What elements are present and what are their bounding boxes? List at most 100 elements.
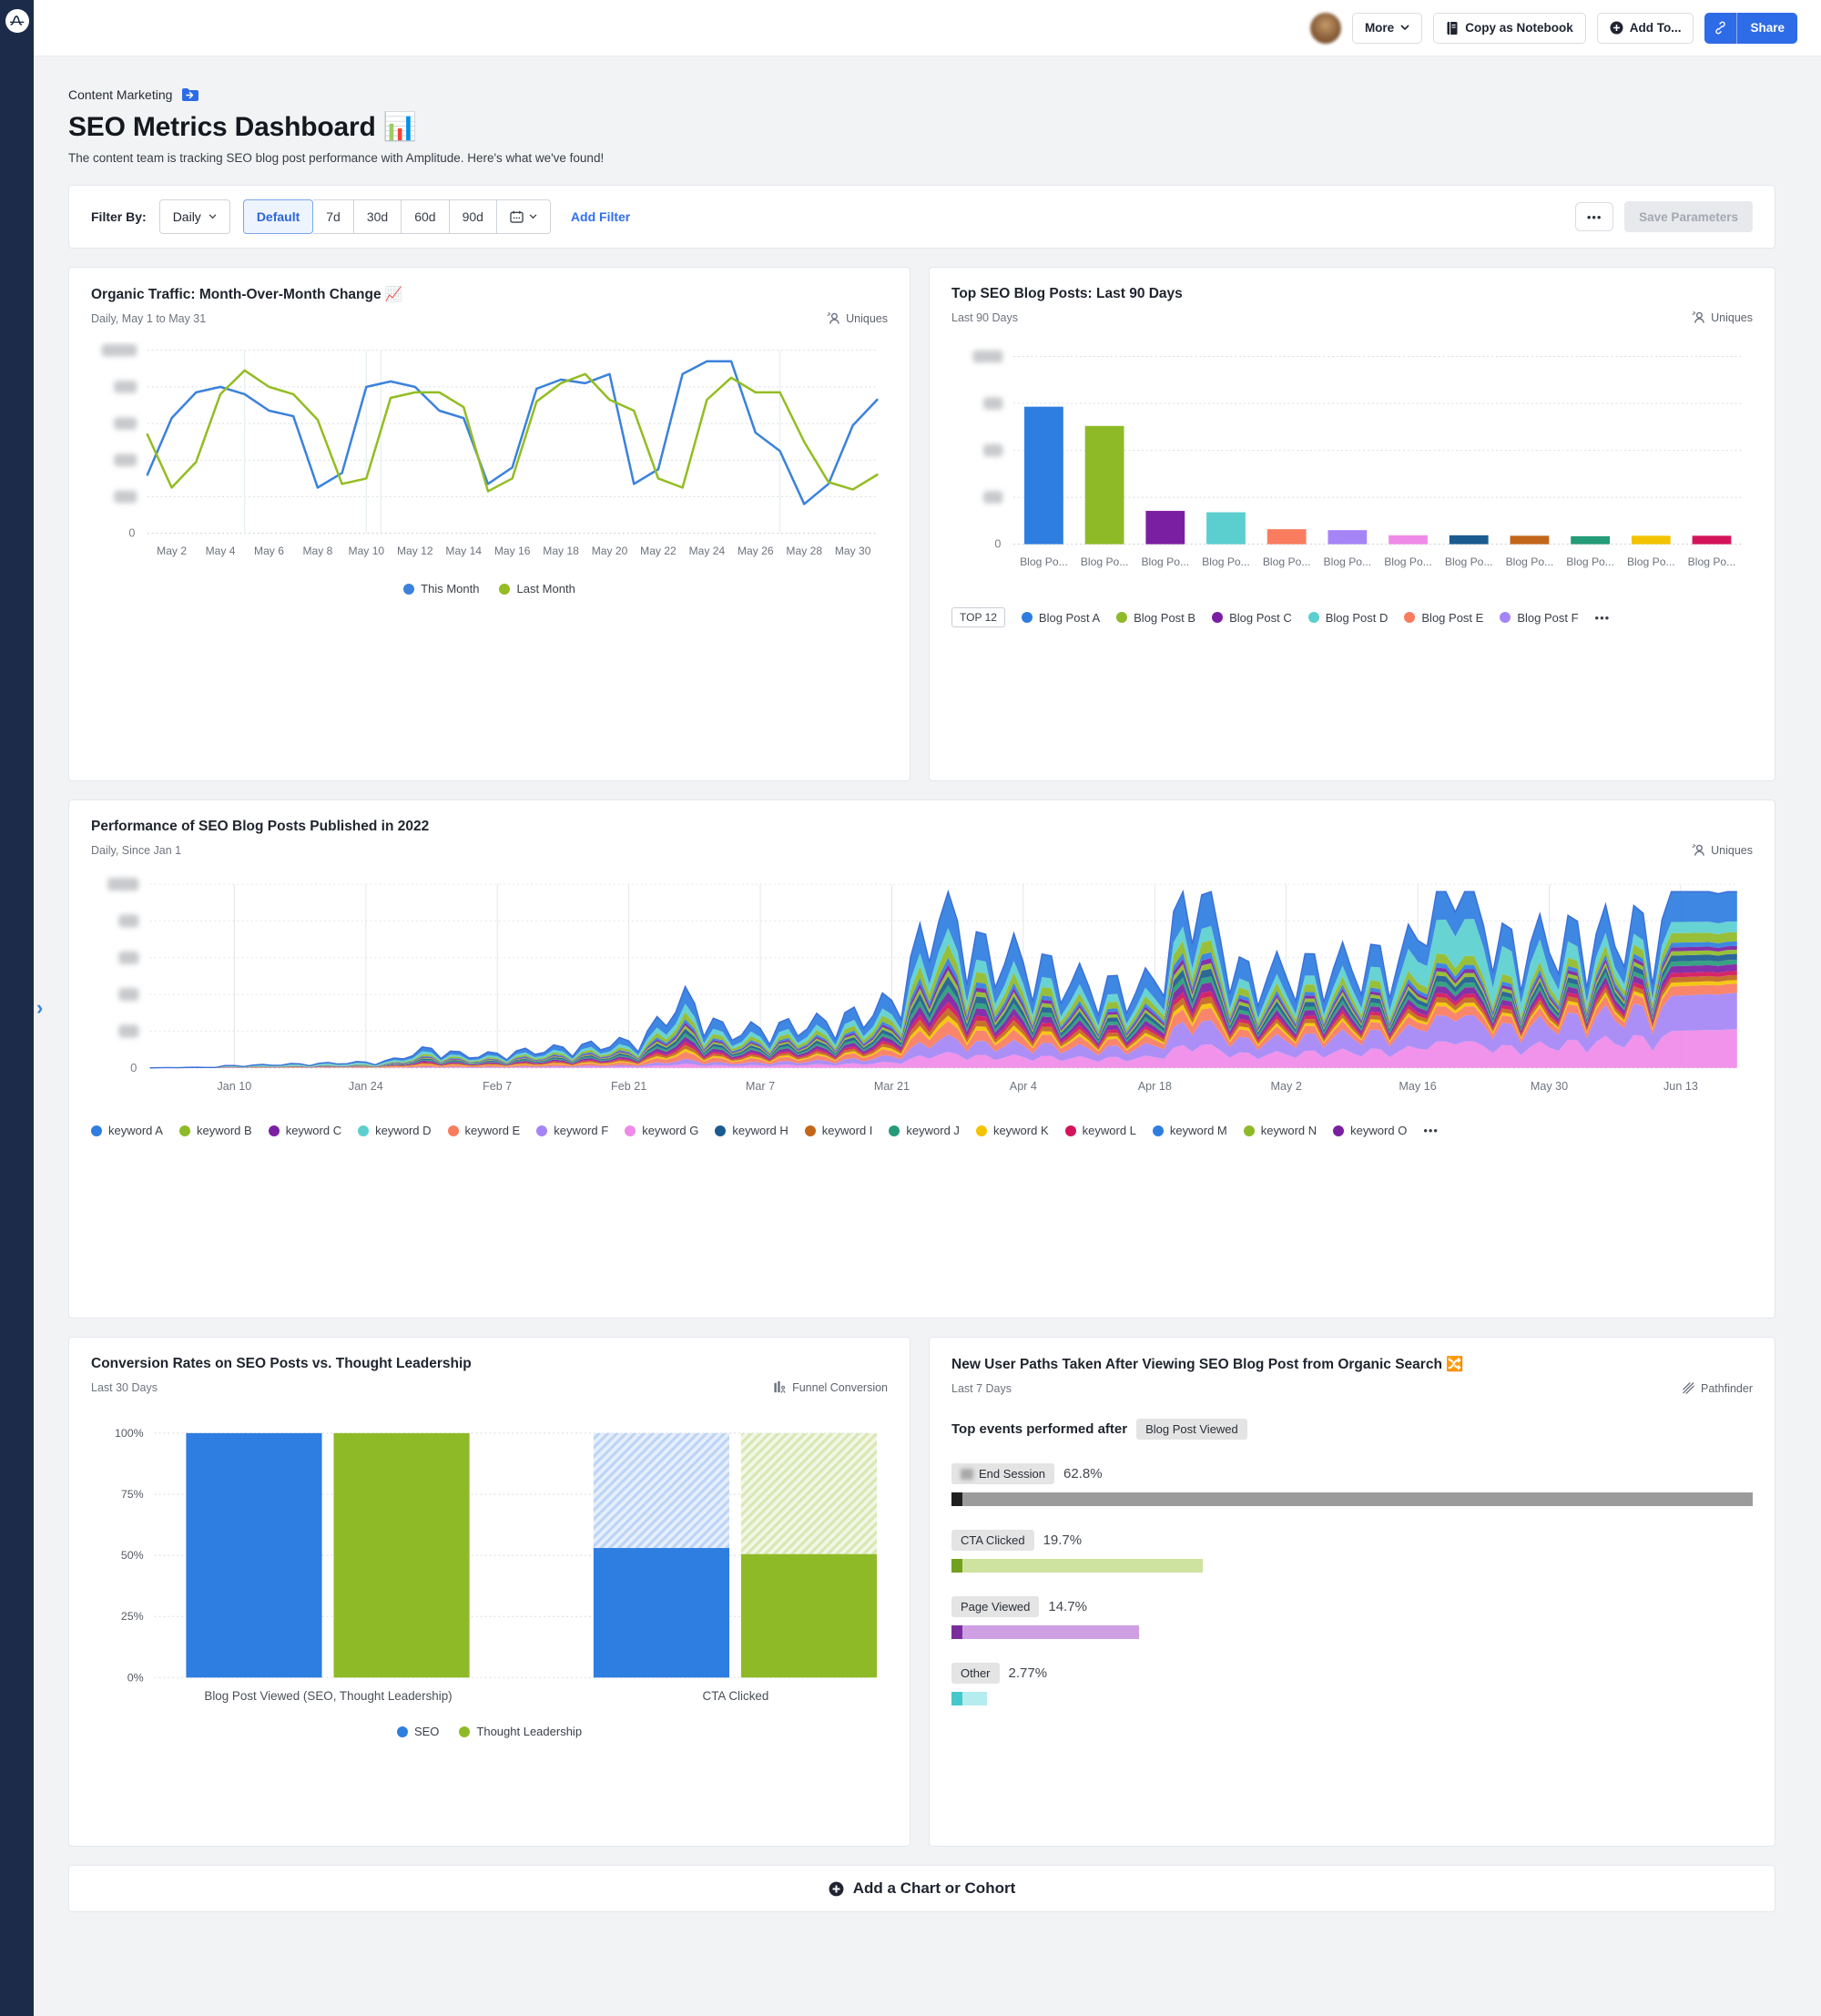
bar-blog-post-7[interactable] <box>1389 535 1428 545</box>
amplitude-logo[interactable] <box>5 9 29 33</box>
legend-item[interactable]: Blog Post F <box>1500 611 1579 625</box>
chart-title[interactable]: New User Paths Taken After Viewing SEO B… <box>951 1357 1464 1372</box>
area-layer-keyword-A[interactable] <box>149 891 1737 1068</box>
funnel-bar-step2-lost-thought-leadership[interactable] <box>740 1432 878 1554</box>
event-bar[interactable] <box>951 1625 1139 1639</box>
event-bar[interactable] <box>951 1692 987 1705</box>
add-chart-button[interactable]: Add a Chart or Cohort <box>68 1865 1775 1912</box>
legend-item[interactable]: keyword G <box>625 1124 698 1137</box>
bar-blog-post-9[interactable] <box>1510 535 1550 545</box>
legend-more-button[interactable]: ••• <box>1423 1124 1439 1138</box>
legend-item[interactable]: Blog Post B <box>1116 611 1195 625</box>
legend-item[interactable]: keyword F <box>536 1124 608 1137</box>
legend-item[interactable]: keyword M <box>1152 1124 1227 1137</box>
top-posts-chart[interactable]: 0 Blog Po... Blog Po... Blog Po... Blog Po..… <box>951 341 1753 594</box>
conversion-chart[interactable]: 0% 25% 50% 75% 100% Blog Post Viewed (SEO, Th… <box>91 1410 888 1715</box>
share-button[interactable]: Share <box>1750 21 1785 35</box>
add-to-label: Add To... <box>1629 21 1682 35</box>
range-90d[interactable]: 90d <box>449 199 497 234</box>
user-avatar[interactable] <box>1309 12 1341 44</box>
line-series-this-month[interactable] <box>146 360 879 505</box>
legend-item[interactable]: keyword I <box>804 1124 872 1137</box>
event-chip[interactable]: Page Viewed <box>951 1596 1040 1617</box>
area-layer-keyword-G[interactable] <box>149 1029 1737 1068</box>
bar-blog-post-8[interactable] <box>1449 535 1489 545</box>
event-bar[interactable] <box>951 1492 1753 1506</box>
legend-item[interactable]: keyword K <box>975 1124 1049 1137</box>
legend-item[interactable]: keyword A <box>91 1124 163 1137</box>
range-7d[interactable]: 7d <box>313 199 354 234</box>
anchor-event-chip[interactable]: Blog Post Viewed <box>1136 1419 1247 1440</box>
legend-item[interactable]: Thought Leadership <box>459 1725 582 1738</box>
chart-title[interactable]: Top SEO Blog Posts: Last 90 Days <box>951 286 1183 301</box>
bar-blog-post-10[interactable] <box>1571 535 1610 545</box>
legend-item[interactable]: Last Month <box>499 582 575 596</box>
sidebar-expand-chevron[interactable]: › <box>36 996 44 1019</box>
legend-item[interactable]: Blog Post E <box>1404 611 1483 625</box>
event-bar[interactable] <box>951 1559 1204 1573</box>
filter-overflow-button[interactable]: ••• <box>1575 202 1614 231</box>
range-60d[interactable]: 60d <box>402 199 450 234</box>
legend-item[interactable]: keyword L <box>1064 1124 1136 1137</box>
breadcrumb[interactable]: Content Marketing <box>68 87 1775 102</box>
more-button[interactable]: More <box>1351 12 1423 44</box>
legend-item[interactable]: keyword B <box>178 1124 252 1137</box>
bar-blog-post-1[interactable] <box>1024 406 1063 545</box>
bar-blog-post-3[interactable] <box>1145 511 1185 545</box>
breadcrumb-label[interactable]: Content Marketing <box>68 87 173 102</box>
axis-tick-label: Feb 21 <box>611 1080 646 1093</box>
add-to-button[interactable]: Add To... <box>1596 12 1694 44</box>
event-chip[interactable]: End Session <box>951 1463 1054 1484</box>
interval-dropdown[interactable]: Daily <box>158 199 230 234</box>
copy-as-notebook-button[interactable]: Copy as Notebook <box>1433 12 1586 44</box>
legend-more-button[interactable]: ••• <box>1594 610 1611 625</box>
area-layer-keyword-K[interactable] <box>149 980 1737 1068</box>
performance-chart[interactable]: 0 Jan 10 Jan 24 Feb 7 Feb 21 Mar 7 Mar 21 Apr 4… <box>91 873 1753 1110</box>
area-layer-keyword-D[interactable] <box>149 919 1737 1068</box>
bar-blog-post-5[interactable] <box>1267 529 1307 545</box>
bar-blog-post-6[interactable] <box>1328 530 1368 545</box>
legend-item[interactable]: SEO <box>396 1725 439 1738</box>
legend-item[interactable]: keyword C <box>268 1124 341 1137</box>
funnel-bar-step2-seo[interactable] <box>593 1548 729 1678</box>
funnel-bar-step2-lost-seo[interactable] <box>593 1432 729 1549</box>
area-layer-keyword-B[interactable] <box>149 932 1737 1068</box>
funnel-bar-step1-seo[interactable] <box>186 1432 322 1678</box>
line-series-last-month[interactable] <box>146 369 879 493</box>
legend-dot <box>403 583 415 595</box>
bar-blog-post-12[interactable] <box>1692 535 1732 545</box>
save-parameters-button[interactable]: Save Parameters <box>1624 201 1753 232</box>
legend-label: keyword N <box>1260 1124 1317 1138</box>
bar-blog-post-11[interactable] <box>1631 535 1671 545</box>
range-default[interactable]: Default <box>242 199 314 234</box>
legend-item[interactable]: This Month <box>403 582 479 596</box>
funnel-bar-step1-thought-leadership[interactable] <box>333 1432 470 1678</box>
chart-title[interactable]: Organic Traffic: Month-Over-Month Change… <box>91 287 403 302</box>
legend-item[interactable]: keyword D <box>358 1124 432 1137</box>
chart-title[interactable]: Conversion Rates on SEO Posts vs. Though… <box>91 1356 472 1371</box>
add-filter-link[interactable]: Add Filter <box>570 209 631 224</box>
legend-item[interactable]: keyword H <box>715 1124 788 1137</box>
area-layer-keyword-F[interactable] <box>149 993 1737 1068</box>
bar-blog-post-2[interactable] <box>1084 425 1124 545</box>
funnel-bar-step2-thought-leadership[interactable] <box>740 1553 878 1678</box>
chart-title[interactable]: Performance of SEO Blog Posts Published … <box>91 819 430 834</box>
legend-badge[interactable]: TOP 12 <box>951 607 1005 628</box>
event-chip[interactable]: CTA Clicked <box>951 1530 1034 1551</box>
copy-link-button[interactable] <box>1704 12 1738 44</box>
bar-blog-post-4[interactable] <box>1206 512 1246 545</box>
organic-traffic-chart[interactable]: 0 May 2 May 4 May 6 May 8 May 10 May 12 May 14 M… <box>91 341 888 572</box>
legend-item[interactable]: keyword E <box>447 1124 520 1137</box>
chevron-down-icon <box>209 214 217 219</box>
custom-date-button[interactable] <box>496 199 551 234</box>
share-split-button[interactable]: Share <box>1704 12 1797 44</box>
legend-item[interactable]: keyword J <box>889 1124 960 1137</box>
legend-item[interactable]: Blog Post D <box>1307 611 1388 625</box>
legend-item[interactable]: Blog Post C <box>1212 611 1292 625</box>
event-chip[interactable]: Other <box>951 1663 1000 1684</box>
legend-item[interactable]: keyword O <box>1333 1124 1407 1137</box>
legend-item[interactable]: Blog Post A <box>1021 611 1100 625</box>
range-30d[interactable]: 30d <box>353 199 402 234</box>
area-layer-keyword-E[interactable] <box>149 983 1737 1068</box>
legend-item[interactable]: keyword N <box>1243 1124 1317 1138</box>
